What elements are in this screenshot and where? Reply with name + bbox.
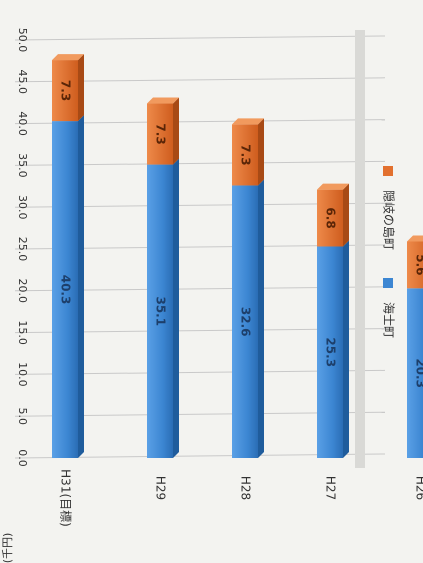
x-category-label: H27 bbox=[324, 476, 338, 500]
bar-segment-海士町 bbox=[317, 246, 343, 458]
bar-segment-隠岐の島町 bbox=[147, 103, 173, 165]
bar-segment-海士町 bbox=[407, 288, 423, 458]
y-axis-unit-label: (千円) bbox=[1, 533, 14, 563]
bar-segment-隠岐の島町 bbox=[232, 124, 258, 186]
data-label: 6.8 bbox=[324, 207, 338, 228]
bar-segment-海士町 bbox=[52, 121, 78, 458]
data-label: 5.6 bbox=[414, 254, 423, 275]
bar-side bbox=[78, 115, 84, 458]
y-tick-label: 0.0 bbox=[16, 449, 29, 467]
bar-side bbox=[258, 118, 264, 186]
x-category-label: H28 bbox=[239, 476, 253, 500]
x-category-label: H26 bbox=[414, 476, 423, 500]
y-tick-label: 25.0 bbox=[16, 237, 29, 262]
data-label: 7.3 bbox=[154, 123, 168, 144]
legend-label: 隠岐の島町 bbox=[382, 190, 397, 250]
labels: 0.0 5.0 10.0 15.0 20.0 25.0 30.0 35.0 40.0 45.0 50… bbox=[1, 28, 423, 563]
y-tick-label: 15.0 bbox=[16, 320, 29, 345]
bar-side bbox=[173, 97, 179, 165]
chart-floor bbox=[355, 30, 365, 468]
y-tick-label: 40.0 bbox=[16, 111, 29, 136]
legend-label: 海士町 bbox=[382, 302, 397, 338]
data-label: 20.3 bbox=[414, 358, 423, 388]
bar-side bbox=[173, 158, 179, 458]
y-tick-label: 30.0 bbox=[16, 195, 29, 220]
y-tick-label: 10.0 bbox=[16, 362, 29, 387]
y-tick-label: 35.0 bbox=[16, 153, 29, 178]
y-tick-label: 5.0 bbox=[16, 407, 29, 425]
data-label: 7.3 bbox=[59, 80, 73, 101]
bar-segment-隠岐の島町 bbox=[317, 189, 343, 247]
bar-top bbox=[232, 118, 264, 125]
legend-swatch bbox=[383, 278, 393, 288]
data-label: 35.1 bbox=[154, 296, 168, 326]
bar-side bbox=[78, 54, 84, 122]
x-category-label: H31(目標) bbox=[59, 469, 73, 527]
bar-segment-海士町 bbox=[147, 164, 173, 458]
bar-segment-海士町 bbox=[232, 185, 258, 459]
bar-top bbox=[52, 54, 84, 61]
data-label: 25.3 bbox=[324, 337, 338, 367]
bar-side bbox=[343, 240, 349, 458]
y-tick-label: 20.0 bbox=[16, 279, 29, 304]
bar-segment-隠岐の島町 bbox=[407, 241, 423, 289]
legend-swatch bbox=[383, 166, 393, 176]
x-category-label: H29 bbox=[154, 476, 168, 500]
data-label: 7.3 bbox=[239, 144, 253, 165]
y-tick-label: 45.0 bbox=[16, 70, 29, 95]
y-tick-label: 50.0 bbox=[16, 28, 29, 53]
bar-top bbox=[407, 235, 423, 242]
bar-top bbox=[317, 183, 349, 190]
data-label: 40.3 bbox=[59, 275, 73, 305]
bar-segment-隠岐の島町 bbox=[52, 60, 78, 122]
data-label: 32.6 bbox=[239, 307, 253, 337]
bar-side bbox=[343, 183, 349, 247]
gridline bbox=[14, 35, 386, 41]
bar-side bbox=[258, 179, 264, 459]
bar-top bbox=[147, 97, 179, 104]
bars bbox=[52, 54, 423, 459]
